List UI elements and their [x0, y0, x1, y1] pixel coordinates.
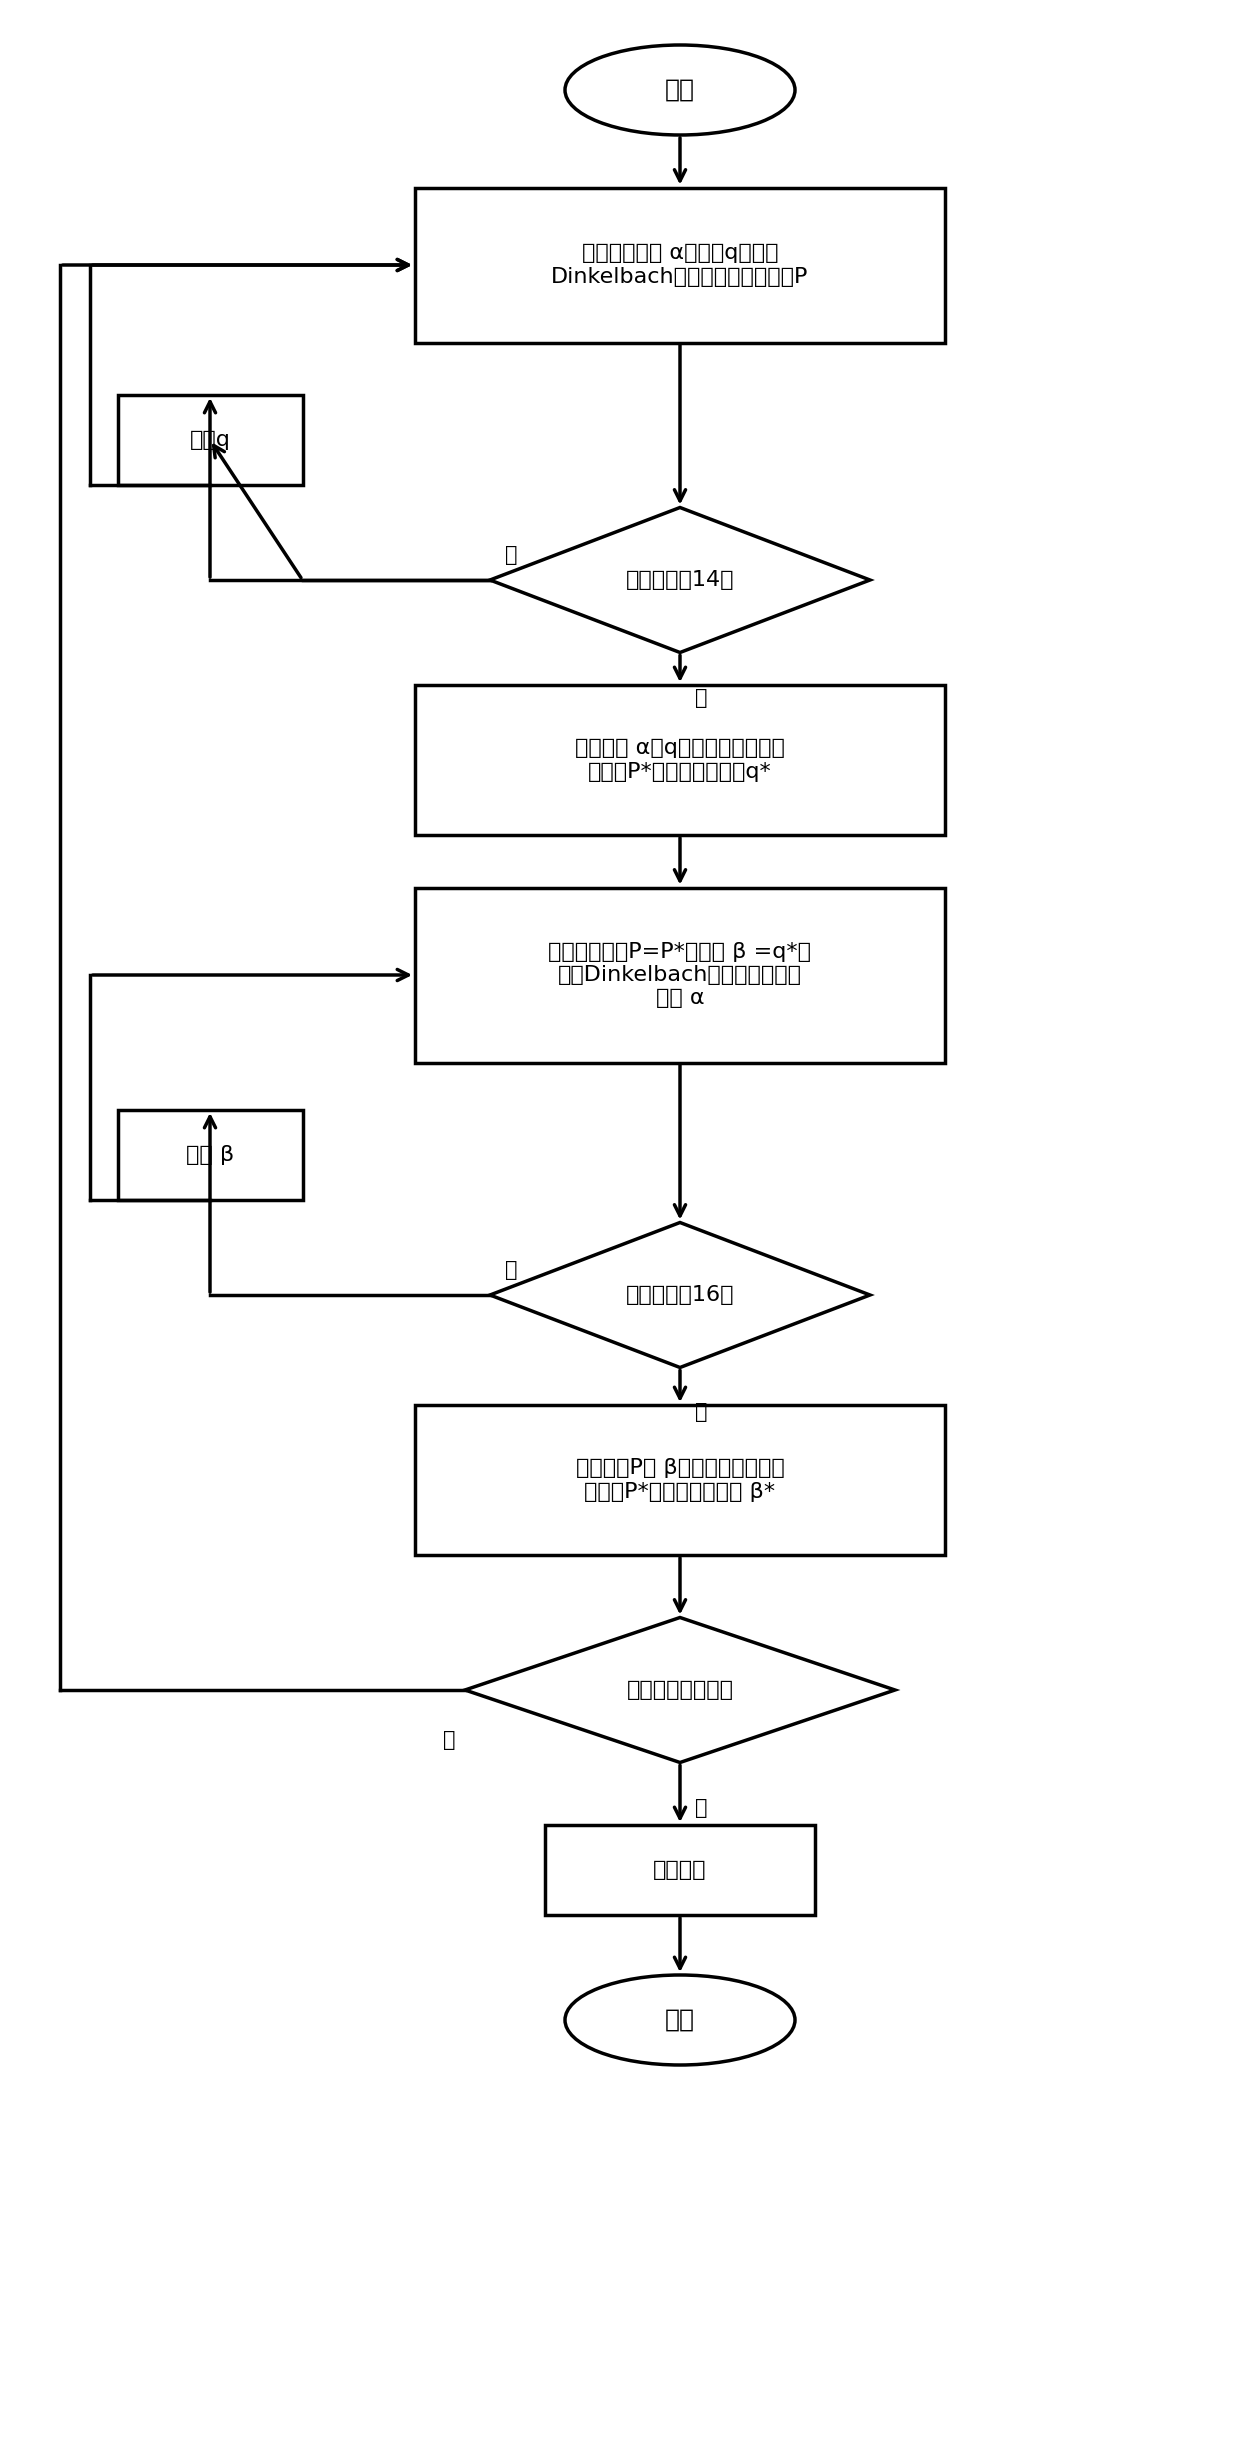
Text: 得到固定P和 β的情况下的最优功
率分配P*，以及最大能效 β*: 得到固定P和 β的情况下的最优功 率分配P*，以及最大能效 β*	[575, 1458, 785, 1502]
Text: 最优方案: 最优方案	[653, 1859, 707, 1881]
Text: 是否满足（14）: 是否满足（14）	[626, 570, 734, 590]
Text: 固定功率分配P=P*，给定 β =q*，
采用Dinkelbach的算法优化时隙
分配 α: 固定功率分配P=P*，给定 β =q*， 采用Dinkelbach的算法优化时隙…	[548, 942, 811, 1008]
Text: 否: 否	[505, 546, 517, 566]
Text: 固定时隙分配 α，给定q，采用
Dinkelbach的算法优化功率分配P: 固定时隙分配 α，给定q，采用 Dinkelbach的算法优化功率分配P	[552, 243, 808, 288]
Text: 是: 是	[694, 689, 708, 708]
Text: 更新q: 更新q	[190, 430, 231, 450]
Text: 结束: 结束	[665, 2009, 694, 2031]
Text: 能效是否不再增加: 能效是否不再增加	[626, 1679, 734, 1699]
Text: 是: 是	[694, 1798, 708, 1817]
Text: 否: 否	[505, 1259, 517, 1281]
Text: 是否满足（16）: 是否满足（16）	[626, 1286, 734, 1306]
Text: 开始: 开始	[665, 79, 694, 101]
Text: 否: 否	[443, 1731, 455, 1751]
Text: 是: 是	[694, 1402, 708, 1421]
Text: 更新 β: 更新 β	[186, 1146, 234, 1166]
Text: 得到固定 α和q的情况下的最优功
率分配P*，以及最大能效q*: 得到固定 α和q的情况下的最优功 率分配P*，以及最大能效q*	[575, 738, 785, 782]
